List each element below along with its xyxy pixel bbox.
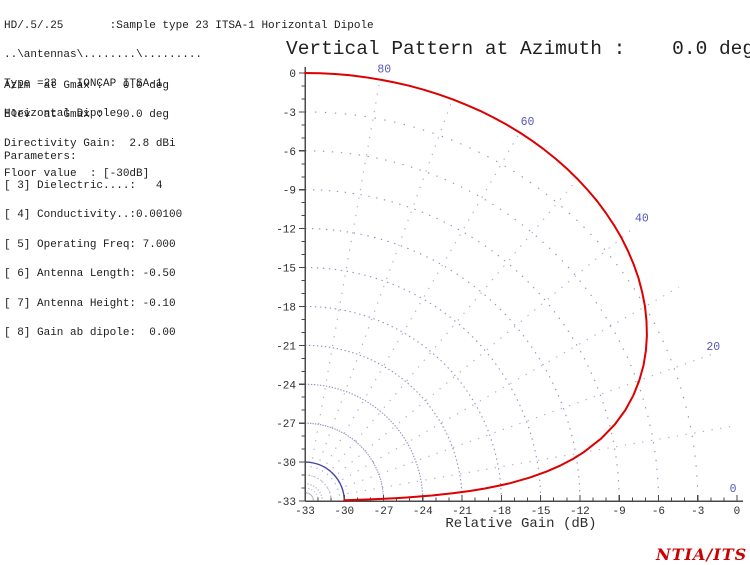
parameters-heading: Parameters: <box>4 150 77 163</box>
parameter-line: [ 3] Dielectric....: 4 <box>4 179 163 192</box>
x-tick-label: -6 <box>652 506 665 518</box>
y-tick-label: -21 <box>276 341 296 353</box>
gain-summary: Azim at Gmax : 0.0 deg Elev at Gmax : 90… <box>4 62 176 199</box>
x-tick-label: -9 <box>613 506 626 518</box>
parameter-line: [ 5] Operating Freq: 7.000 <box>4 238 176 251</box>
parameter-line: [ 8] Gain ab dipole: 0.00 <box>4 326 176 339</box>
elevation-label: 80 <box>377 64 391 77</box>
y-tick-label: -12 <box>276 225 296 237</box>
elevation-label: 0 <box>730 483 737 496</box>
ntia-its-credit: NTIA/ITS <box>656 545 748 564</box>
y-tick-label: -27 <box>276 419 296 431</box>
file-info-line: HD/.5/.25 :Sample type 23 ITSA-1 Horizon… <box>4 19 374 32</box>
antenna-file-info: HD/.5/.25 :Sample type 23 ITSA-1 Horizon… <box>4 2 374 139</box>
x-axis-title: Relative Gain (dB) <box>445 516 596 532</box>
parameter-line: [ 6] Antenna Length: -0.50 <box>4 268 176 281</box>
x-tick-label: 0 <box>734 506 741 518</box>
x-tick-label: -24 <box>413 506 433 518</box>
gain-summary-line: Elev at Gmax : 90.0 deg <box>4 108 170 121</box>
parameter-line: [ 4] Conductivity..:0.00100 <box>4 209 183 222</box>
gain-summary-line: Azim at Gmax : 0.0 deg <box>4 79 170 92</box>
file-info-line: Horizontal Dipole <box>4 107 117 120</box>
y-tick-label: -9 <box>283 186 296 198</box>
y-tick-label: -30 <box>276 458 296 470</box>
file-info-line: ..\antennas\........\......... <box>4 48 203 61</box>
y-tick-label: -18 <box>276 302 296 314</box>
x-tick-label: -33 <box>295 506 315 518</box>
axes: -33 -30 -27 -24 -21 -18 -15 -12 -9 -6 -3 00-3-6-9-1… <box>276 66 743 532</box>
x-tick-label: -27 <box>374 506 394 518</box>
file-info-line: Type =23 IONCAP ITSA-1 <box>4 78 163 91</box>
y-tick-label: -6 <box>283 147 296 159</box>
x-tick-label: -30 <box>334 506 354 518</box>
x-tick-label: -3 <box>691 506 704 518</box>
parameter-line: [ 7] Antenna Height: -0.10 <box>4 297 176 310</box>
gain-summary-line: Floor value : [-30dB] <box>4 167 150 180</box>
floor-ring <box>304 461 345 502</box>
elevation-angle-labels: 80 60 40 20 0 <box>377 64 736 496</box>
x-tick-label: -12 <box>570 506 590 518</box>
y-tick-label: 0 <box>289 69 296 81</box>
y-tick-label: -3 <box>283 108 296 120</box>
gain-rings <box>304 111 699 502</box>
y-tick-label: -24 <box>276 380 296 392</box>
elevation-label: 20 <box>706 341 720 354</box>
parameters-list: Parameters: [ 3] Dielectric....: 4 [ 4] … <box>4 133 182 358</box>
elevation-label: 40 <box>635 213 649 226</box>
gain-summary-line: Directivity Gain: 2.8 dBi <box>4 138 176 151</box>
elevation-spokes <box>305 79 731 501</box>
pattern-curve <box>304 72 648 502</box>
chart-title: Vertical Pattern at Azimuth : 0.0 deg <box>286 38 750 60</box>
y-tick-label: -15 <box>276 264 296 276</box>
elevation-label: 60 <box>521 116 535 129</box>
y-tick-label: -33 <box>276 497 296 509</box>
x-tick-label: -15 <box>531 506 551 518</box>
x-tick-label: -18 <box>491 506 511 518</box>
x-tick-label: -21 <box>452 506 472 518</box>
